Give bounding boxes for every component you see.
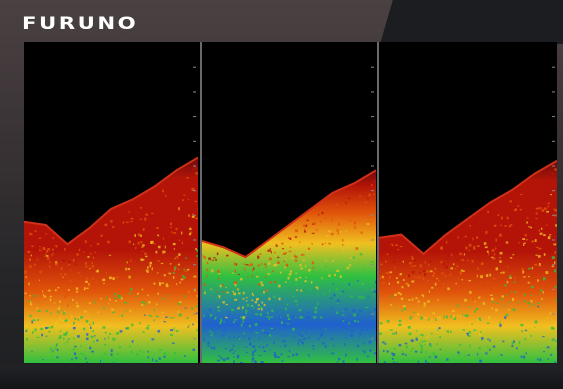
depth-tick xyxy=(193,289,196,290)
depth-tick xyxy=(371,215,374,216)
depth-tick xyxy=(193,314,196,315)
echogram-svg xyxy=(24,42,198,363)
depth-tick xyxy=(552,240,555,241)
depth-tick xyxy=(371,166,374,167)
depth-tick xyxy=(371,190,374,191)
depth-tick xyxy=(552,264,555,265)
depth-tick xyxy=(193,190,196,191)
depth-tick xyxy=(371,91,374,92)
depth-tick xyxy=(193,264,196,265)
depth-tick xyxy=(193,67,196,68)
depth-tick xyxy=(193,116,196,117)
depth-tick xyxy=(552,166,555,167)
depth-tick xyxy=(193,240,196,241)
depth-tick xyxy=(193,215,196,216)
depth-tick xyxy=(193,166,196,167)
depth-tick xyxy=(371,289,374,290)
echogram-panel-center[interactable] xyxy=(202,42,376,363)
echogram-panel-right[interactable] xyxy=(379,42,557,363)
depth-tick xyxy=(371,67,374,68)
depth-tick xyxy=(193,141,196,142)
echogram-screen[interactable] xyxy=(24,42,557,363)
depth-tick xyxy=(552,67,555,68)
bezel-top-shade xyxy=(380,0,563,44)
depth-tick xyxy=(552,289,555,290)
echogram-svg xyxy=(202,42,376,363)
echogram-svg xyxy=(379,42,557,363)
depth-tick xyxy=(193,91,196,92)
seabed-echo xyxy=(379,161,557,363)
brand-logo: FURUNO xyxy=(22,13,138,35)
depth-tick xyxy=(552,141,555,142)
echogram-panel-left[interactable] xyxy=(24,42,198,363)
depth-tick xyxy=(552,91,555,92)
bezel-bottom-edge xyxy=(0,365,563,389)
depth-tick xyxy=(371,264,374,265)
depth-tick xyxy=(552,190,555,191)
depth-tick xyxy=(371,116,374,117)
depth-tick xyxy=(193,338,196,339)
depth-tick xyxy=(552,314,555,315)
depth-tick xyxy=(371,141,374,142)
depth-tick xyxy=(371,338,374,339)
depth-tick xyxy=(552,338,555,339)
depth-tick xyxy=(371,240,374,241)
depth-tick xyxy=(552,116,555,117)
depth-tick xyxy=(371,314,374,315)
depth-tick xyxy=(552,215,555,216)
